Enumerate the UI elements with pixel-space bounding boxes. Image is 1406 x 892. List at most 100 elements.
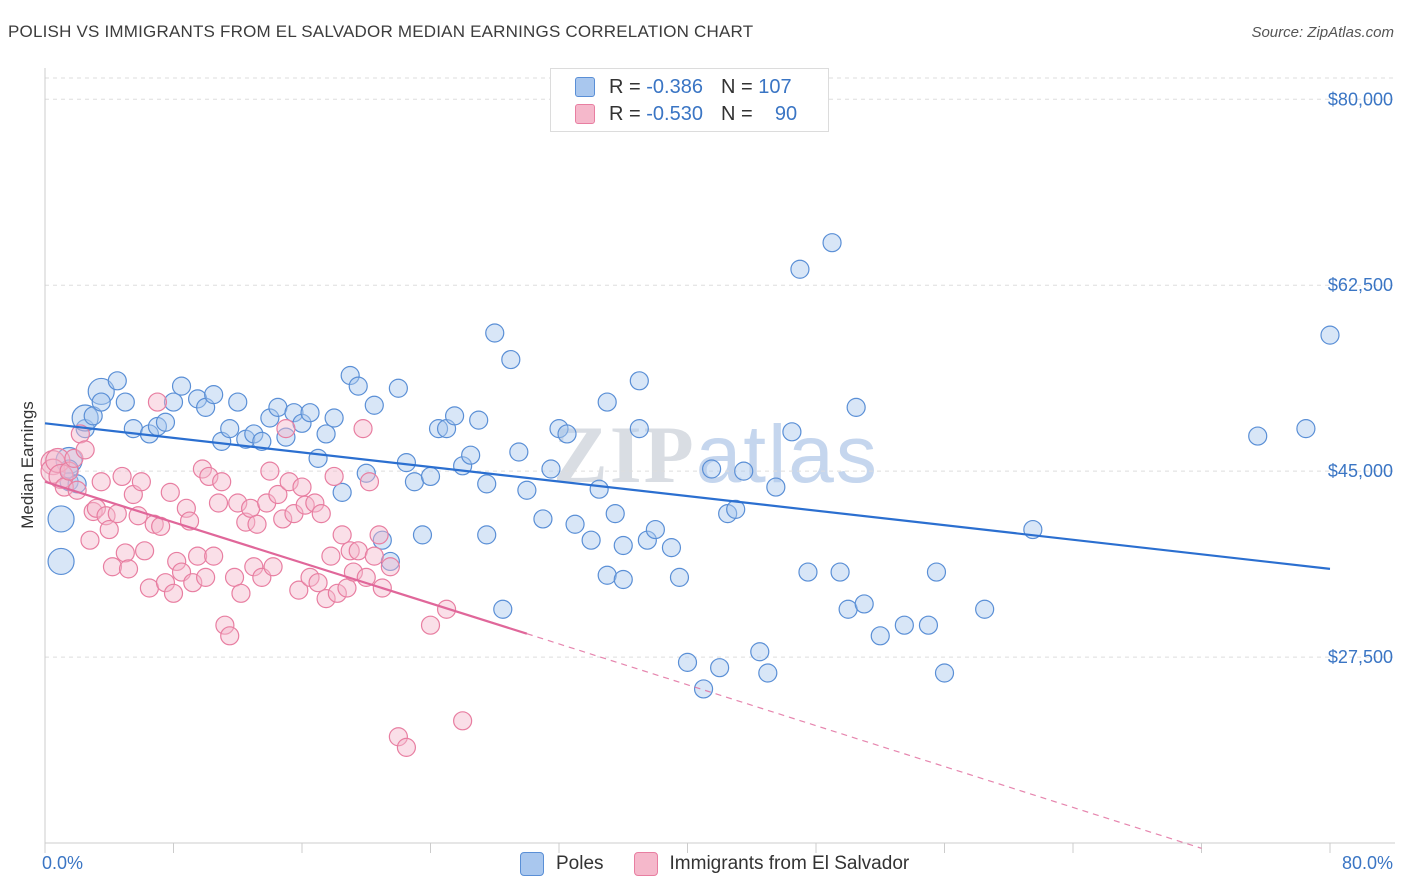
salvador-point xyxy=(228,493,248,513)
x-tick-label: 0.0% xyxy=(42,853,83,873)
poles-point xyxy=(565,514,585,534)
salvador-point xyxy=(364,546,384,566)
tick-labels: $27,500 $45,000 $62,500 $80,000 0.0% 80.0% xyxy=(42,89,1393,873)
salvador-point xyxy=(196,567,216,587)
poles-point xyxy=(934,663,955,683)
y-tick-label: $27,500 xyxy=(1328,647,1393,667)
poles-point xyxy=(332,482,352,502)
poles-point xyxy=(404,472,425,492)
poles-point xyxy=(645,519,665,540)
salvador-point xyxy=(192,459,213,479)
poles-point xyxy=(501,349,521,370)
poles-point xyxy=(308,448,328,468)
salvador-trend-line xyxy=(44,480,528,635)
poles-point xyxy=(581,530,601,550)
salvador-point xyxy=(99,519,119,540)
salvador-point xyxy=(139,578,160,598)
salvador-point xyxy=(204,546,224,566)
poles-point xyxy=(420,466,441,487)
poles-point xyxy=(477,474,497,494)
salvador-trend-extension xyxy=(526,633,1202,849)
poles-point xyxy=(228,392,248,412)
salvador-point xyxy=(396,737,417,757)
poles-point xyxy=(171,376,192,396)
salvador-point xyxy=(220,626,240,646)
poles-point xyxy=(324,408,344,428)
poles-point xyxy=(284,403,304,423)
poles-point xyxy=(87,377,115,406)
correlation-legend: R = -0.386 N = 107 R = -0.530 N = 90 xyxy=(550,68,829,132)
poles-point xyxy=(244,424,264,444)
poles-point xyxy=(613,535,633,556)
salvador-point xyxy=(369,525,389,545)
poles-point xyxy=(461,445,481,465)
poles-point xyxy=(364,395,384,415)
poles-point xyxy=(444,406,465,426)
poles-point xyxy=(790,259,810,279)
poles-point xyxy=(637,530,657,550)
poles-point xyxy=(589,479,609,499)
salvador-point xyxy=(260,461,280,481)
poles-point xyxy=(758,663,778,683)
salvador-point xyxy=(134,541,155,561)
salvador-point xyxy=(163,583,184,603)
poles-point xyxy=(750,642,770,662)
salvador-point xyxy=(295,495,315,515)
poles-point xyxy=(91,392,111,412)
legend-n-value: 107 xyxy=(758,75,792,98)
poles-point xyxy=(252,431,272,451)
poles-point xyxy=(629,419,649,439)
legend-r-label: R = xyxy=(609,102,641,125)
poles-point xyxy=(485,323,505,343)
chart-title: POLISH VS IMMIGRANTS FROM EL SALVADOR ME… xyxy=(8,22,754,41)
poles-point xyxy=(597,392,617,412)
salvador-point xyxy=(292,477,312,497)
poles-point xyxy=(107,371,127,391)
poles-point xyxy=(661,538,682,558)
poles-point xyxy=(428,419,449,439)
salvador-point xyxy=(388,727,408,747)
poles-point xyxy=(613,569,633,590)
poles-point xyxy=(838,599,858,619)
salvador-point xyxy=(83,501,103,522)
poles-point xyxy=(629,371,649,391)
poles-point xyxy=(854,594,874,614)
poles-point xyxy=(846,397,866,417)
salvador-point xyxy=(359,472,380,492)
legend-row-poles: R = -0.386 N = 107 xyxy=(575,74,792,100)
poles-point xyxy=(477,525,497,545)
salvador-point xyxy=(147,392,168,412)
poles-point xyxy=(533,509,553,529)
watermark-zip: ZIP xyxy=(553,409,696,500)
salvador-point xyxy=(311,504,331,524)
salvador-point xyxy=(102,557,123,577)
poles-point xyxy=(316,424,336,444)
salvador-point xyxy=(183,573,203,593)
poles-point xyxy=(340,365,360,386)
poles-point xyxy=(1296,419,1316,439)
trend-lines xyxy=(44,422,1331,849)
salvador-point xyxy=(45,447,71,474)
salvador-point xyxy=(305,493,325,513)
poles-point xyxy=(348,376,368,396)
poles-point xyxy=(669,567,690,587)
poles-point xyxy=(918,615,939,635)
salvador-point xyxy=(247,514,267,534)
salvador-point xyxy=(167,551,187,572)
salvador-point xyxy=(353,419,373,439)
poles-point xyxy=(597,565,617,585)
poles-point xyxy=(47,505,75,533)
salvador-point xyxy=(289,580,309,600)
salvador-point xyxy=(273,509,293,529)
salvador-point xyxy=(176,498,196,518)
poles-point xyxy=(469,410,489,430)
poles-point xyxy=(268,397,288,417)
salvador-point xyxy=(324,466,344,487)
poles-point xyxy=(1320,325,1340,345)
y-tick-label: $80,000 xyxy=(1328,89,1393,109)
salvador-point xyxy=(187,546,208,566)
poles-point xyxy=(798,562,818,582)
x-tick-label: 80.0% xyxy=(1342,853,1393,873)
salvador-point xyxy=(91,472,111,492)
legend-n-value: 90 xyxy=(774,102,798,125)
